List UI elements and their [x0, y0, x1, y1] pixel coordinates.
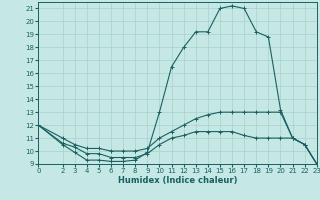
X-axis label: Humidex (Indice chaleur): Humidex (Indice chaleur) — [118, 176, 237, 185]
